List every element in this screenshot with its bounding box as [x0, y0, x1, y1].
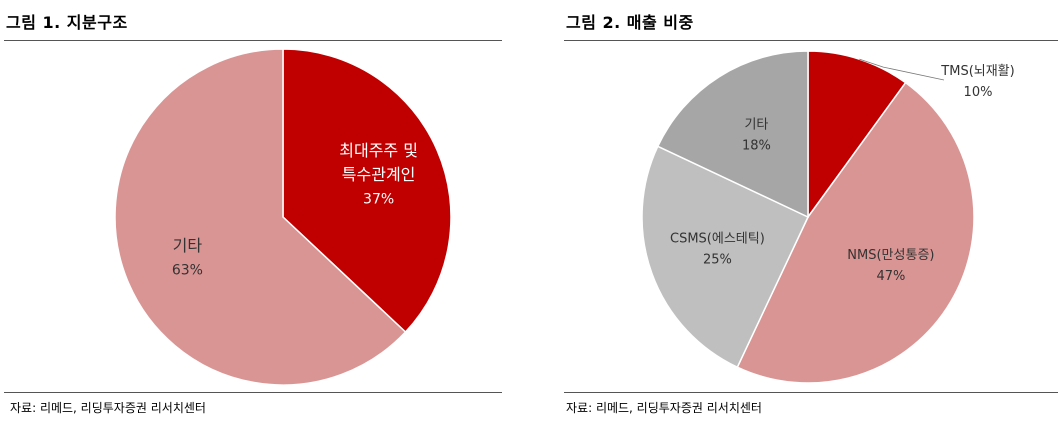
- figure-2-title: 그림 2. 매출 비중: [566, 13, 694, 32]
- slice-value-label: 63%: [172, 262, 203, 278]
- slice-category-label: CSMS(에스테틱): [670, 232, 765, 247]
- figure-2-pie-chart: TMS(뇌재활) 10% NMS(만성통증) 47% CSMS(에스테틱) 25% 기타 18…: [641, 50, 1015, 384]
- pie-slice-1: [282, 48, 452, 334]
- pie-slice-4: [656, 50, 809, 219]
- slice-value-label: 37%: [363, 192, 394, 208]
- figure-2-bottom-rule: [564, 392, 1058, 393]
- slice-value-label: 25%: [703, 253, 732, 268]
- slice-value-label: 18%: [742, 139, 771, 154]
- slice-category-label: 최대주주 및: [339, 141, 418, 160]
- slice-category-label: 기타: [173, 236, 203, 255]
- slice-value-label: 47%: [876, 269, 905, 284]
- pie-slice-2: [114, 48, 407, 386]
- callout-line: [859, 58, 945, 81]
- pie-slice-3: [641, 145, 809, 369]
- slice-value-label: 10%: [964, 85, 993, 100]
- slice-category-label: 특수관계인: [342, 165, 416, 184]
- pie-slice-2: [736, 81, 975, 384]
- figure-2-top-rule: [564, 40, 1058, 41]
- figure-1-top-rule: [4, 40, 502, 41]
- slice-category-label: 기타: [744, 118, 768, 133]
- figure-1-source: 자료: 리메드, 리딩투자증권 리서치센터: [10, 401, 206, 415]
- slice-category-label: NMS(만성통증): [847, 248, 934, 263]
- figure-1-bottom-rule: [4, 392, 502, 393]
- figure-2-source: 자료: 리메드, 리딩투자증권 리서치센터: [566, 401, 762, 415]
- slice-category-label: TMS(뇌재활): [940, 64, 1014, 79]
- figure-2-panel: 그림 2. 매출 비중 TMS(뇌재활) 10% NMS(만성통증) 47% CSMS(…: [532, 0, 1064, 422]
- figure-1-title: 그림 1. 지분구조: [6, 13, 128, 32]
